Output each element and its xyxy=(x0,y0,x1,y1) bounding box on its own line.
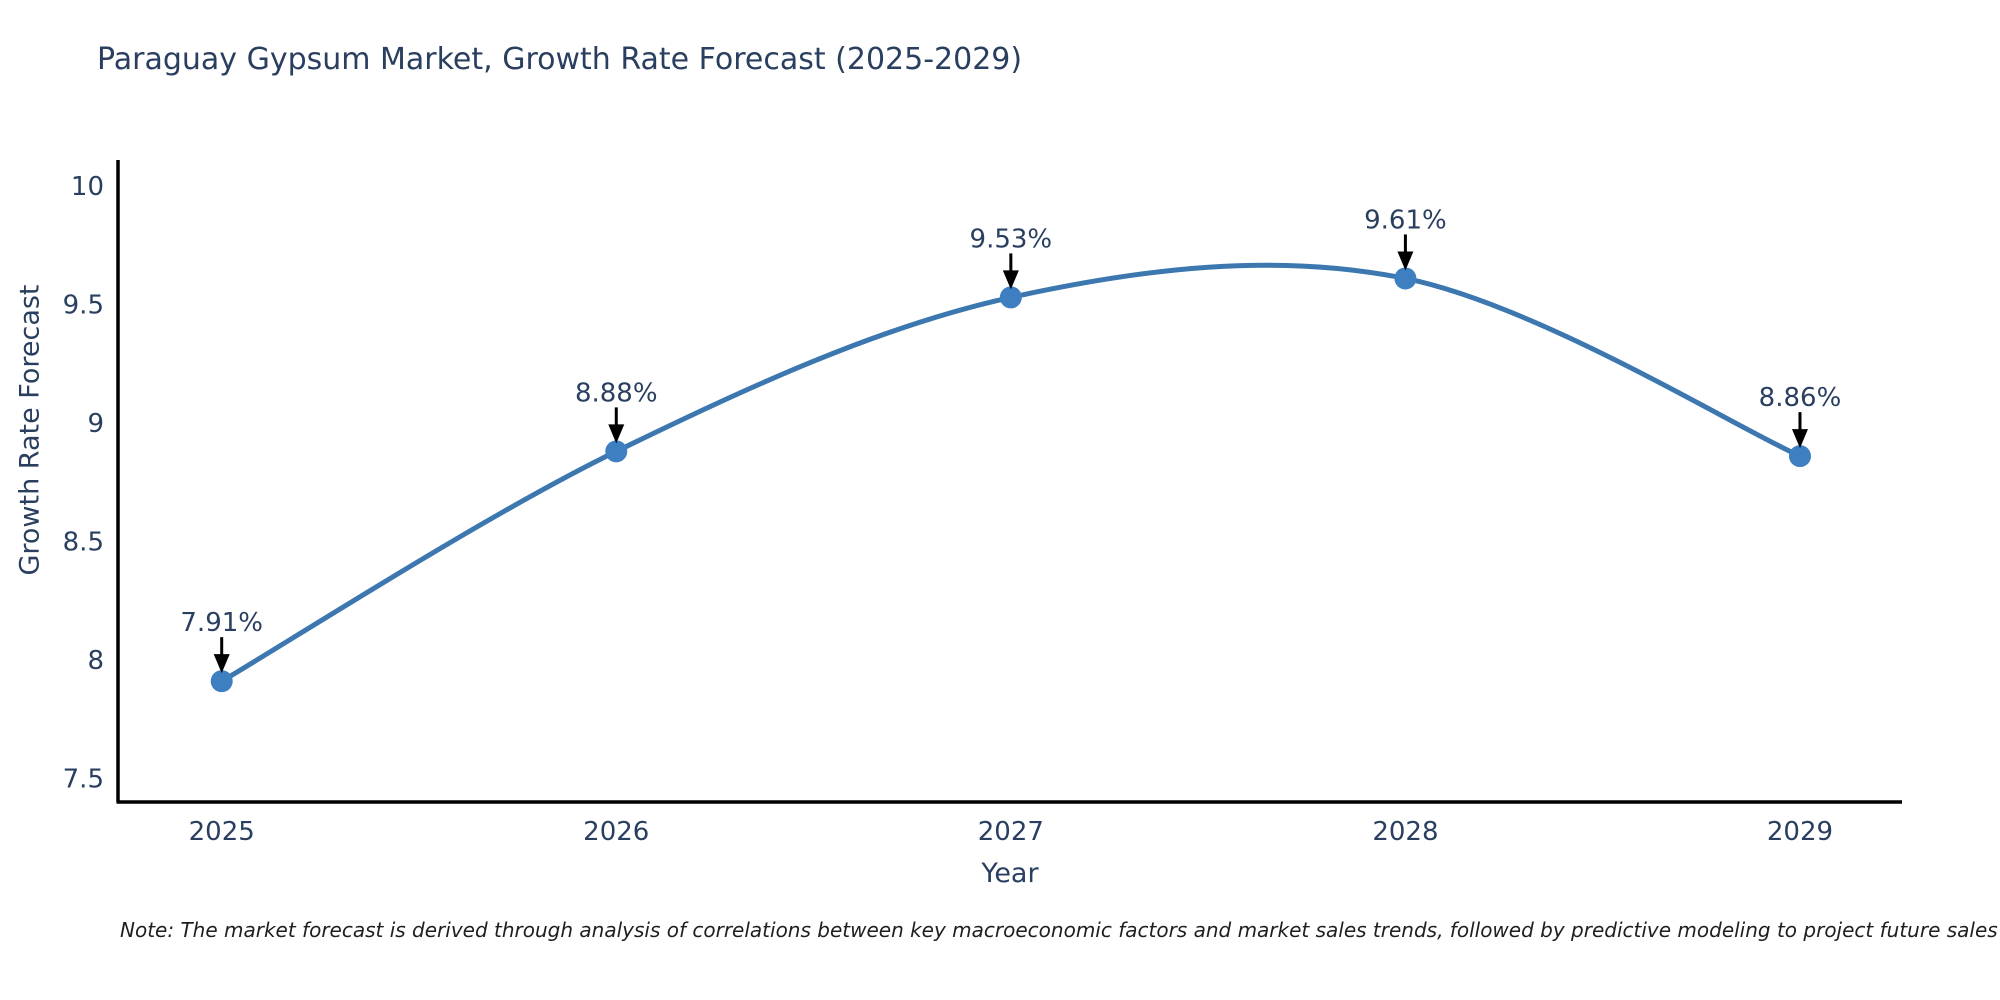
annotation-label: 8.88% xyxy=(575,378,658,408)
annotation-arrow-head xyxy=(1791,429,1808,449)
data-point xyxy=(605,440,628,463)
data-point xyxy=(1394,267,1417,290)
data-point xyxy=(1788,445,1811,468)
y-tick-label: 7.5 xyxy=(63,764,104,794)
y-tick-label: 9 xyxy=(87,409,104,439)
y-tick-label: 8.5 xyxy=(63,527,104,557)
y-tick-label: 8 xyxy=(87,646,104,676)
data-point xyxy=(999,286,1022,309)
annotation-arrow-head xyxy=(1397,251,1414,271)
annotation-label: 9.53% xyxy=(970,224,1053,254)
x-axis-title: Year xyxy=(981,858,1039,889)
x-tick-label: 2025 xyxy=(189,817,255,847)
annotation-label: 7.91% xyxy=(180,608,263,638)
x-tick-label: 2026 xyxy=(583,817,649,847)
annotation-label: 8.86% xyxy=(1759,383,1842,413)
annotation-arrow-head xyxy=(213,654,230,674)
annotation-label: 9.61% xyxy=(1364,205,1447,235)
y-tick-label: 9.5 xyxy=(63,291,104,321)
x-tick-label: 2027 xyxy=(978,817,1044,847)
chart-title: Paraguay Gypsum Market, Growth Rate Fore… xyxy=(97,42,1023,77)
forecast-line xyxy=(219,262,1803,684)
annotation-arrow-head xyxy=(608,424,625,444)
x-tick-label: 2028 xyxy=(1372,817,1438,847)
x-tick-label: 2029 xyxy=(1767,817,1833,847)
data-point xyxy=(210,670,233,693)
y-tick-label: 10 xyxy=(71,172,104,202)
footnote: Note: The market forecast is derived thr… xyxy=(120,918,1998,942)
annotation-arrow-head xyxy=(1002,270,1019,290)
